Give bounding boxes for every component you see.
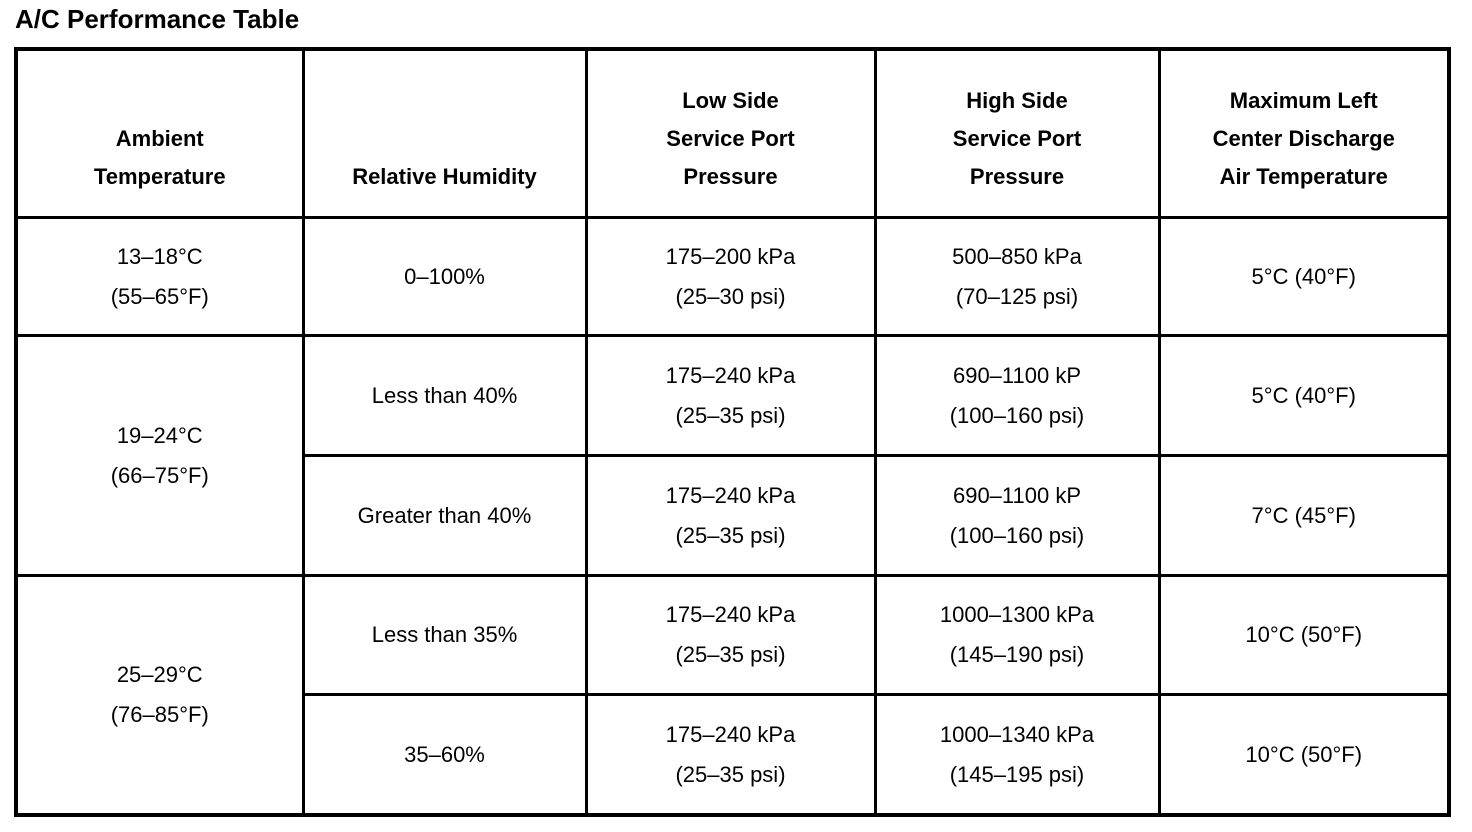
cell-line: 10°C (50°F) — [1245, 741, 1363, 767]
cell-line: 5°C (40°F) — [1251, 382, 1356, 408]
cell-low-side-pressure: 175–240 kPa (25–35 psi) — [584, 693, 877, 817]
cell-line: 175–240 kPa — [665, 602, 796, 627]
cell-line: (70–125 psi) — [955, 283, 1079, 309]
cell-line: 25–29°C — [116, 662, 203, 687]
cell-line: 0–100% — [404, 263, 485, 289]
cell-relative-humidity: Less than 35% — [301, 574, 588, 696]
header-line: Temperature — [93, 164, 226, 189]
cell-relative-humidity: 35–60% — [301, 693, 588, 817]
header-max-discharge-temperature: Maximum Left Center Discharge Air Temper… — [1157, 47, 1451, 219]
header-relative-humidity: Relative Humidity — [301, 47, 588, 219]
table-row: 25–29°C (76–85°F) Less than 35% 175–240 … — [14, 574, 1451, 817]
header-line: Low Side — [682, 88, 779, 113]
cell-line: 690–1100 kP — [952, 482, 1082, 508]
header-line: High Side — [966, 88, 1068, 113]
cell-line: (25–35 psi) — [675, 522, 786, 548]
cell-max-discharge-temperature: 10°C (50°F) — [1157, 693, 1451, 817]
header-line: Maximum Left — [1229, 88, 1378, 113]
cell-line: 500–850 kPa — [952, 243, 1082, 269]
cell-high-side-pressure: 690–1100 kP (100–160 psi) — [873, 454, 1161, 577]
cell-max-discharge-temperature: 5°C (40°F) — [1157, 334, 1451, 457]
cell-line: Less than 35% — [371, 622, 518, 647]
cell-line: (25–35 psi) — [675, 642, 786, 667]
cell-high-side-pressure: 1000–1340 kPa (145–195 psi) — [873, 693, 1161, 817]
header-line: Air Temperature — [1219, 164, 1388, 189]
cell-line: Less than 40% — [371, 382, 518, 408]
header-high-side-pressure: High Side Service Port Pressure — [873, 47, 1161, 219]
header-line: Service Port — [666, 126, 795, 151]
cell-relative-humidity: Greater than 40% — [301, 454, 588, 577]
cell-line: 10°C (50°F) — [1245, 622, 1363, 647]
cell-ambient-temperature: 25–29°C (76–85°F) — [14, 574, 305, 817]
cell-line: (76–85°F) — [110, 702, 209, 727]
cell-line: 690–1100 kP — [952, 362, 1082, 388]
table-row: 19–24°C (66–75°F) Less than 40% 175–240 … — [14, 334, 1451, 577]
cell-line: Greater than 40% — [357, 502, 532, 528]
cell-line: 35–60% — [404, 741, 485, 767]
cell-ambient-temperature: 19–24°C (66–75°F) — [14, 334, 305, 577]
cell-line: 1000–1340 kPa — [939, 721, 1095, 747]
cell-line: (25–35 psi) — [675, 402, 786, 428]
cell-high-side-pressure: 500–850 kPa (70–125 psi) — [873, 216, 1161, 337]
cell-line: 13–18°C — [116, 243, 203, 269]
cell-line: (100–160 psi) — [949, 522, 1085, 548]
cell-low-side-pressure: 175–240 kPa (25–35 psi) — [584, 454, 877, 577]
cell-line: 1000–1300 kPa — [939, 602, 1095, 627]
table-row: Greater than 40% 175–240 kPa (25–35 psi)… — [16, 454, 1451, 577]
cell-line: 5°C (40°F) — [1251, 263, 1356, 289]
cell-relative-humidity: 0–100% — [301, 216, 588, 337]
cell-low-side-pressure: 175–240 kPa (25–35 psi) — [584, 334, 877, 457]
cell-line: 19–24°C — [116, 422, 203, 448]
table-header: Ambient Temperature Relative Humidity Lo… — [14, 47, 1451, 219]
cell-max-discharge-temperature: 5°C (40°F) — [1157, 216, 1451, 337]
cell-high-side-pressure: 1000–1300 kPa (145–190 psi) — [873, 574, 1161, 696]
cell-line: (55–65°F) — [110, 283, 209, 309]
header-line: Pressure — [683, 164, 778, 189]
cell-high-side-pressure: 690–1100 kP (100–160 psi) — [873, 334, 1161, 457]
header-line: Pressure — [969, 164, 1065, 189]
table-row: 35–60% 175–240 kPa (25–35 psi) 1000–1340… — [16, 693, 1451, 817]
cell-line: 175–240 kPa — [665, 362, 796, 388]
table-row: 13–18°C (55–65°F) 0–100% 175–200 kPa (25… — [14, 216, 1451, 337]
cell-max-discharge-temperature: 7°C (45°F) — [1157, 454, 1451, 577]
header-line: Center Discharge — [1212, 126, 1395, 151]
cell-line: 175–240 kPa — [665, 721, 796, 747]
cell-line: 175–240 kPa — [665, 482, 796, 508]
header-line: Ambient — [115, 126, 204, 151]
cell-line: 7°C (45°F) — [1251, 502, 1356, 528]
cell-low-side-pressure: 175–240 kPa (25–35 psi) — [584, 574, 877, 696]
ac-performance-table: Ambient Temperature Relative Humidity Lo… — [14, 47, 1451, 817]
cell-line: (100–160 psi) — [949, 402, 1085, 428]
header-ambient-temperature: Ambient Temperature — [14, 47, 305, 219]
table-body: 13–18°C (55–65°F) 0–100% 175–200 kPa (25… — [14, 216, 1451, 817]
cell-relative-humidity: Less than 40% — [301, 334, 588, 457]
header-low-side-pressure: Low Side Service Port Pressure — [584, 47, 877, 219]
cell-line: 175–200 kPa — [665, 243, 796, 269]
header-line: Relative Humidity — [352, 164, 537, 189]
header-row: Ambient Temperature Relative Humidity Lo… — [14, 47, 1451, 219]
cell-line: (66–75°F) — [110, 462, 209, 488]
page-title: A/C Performance Table — [15, 4, 300, 34]
cell-line: (25–35 psi) — [675, 761, 786, 787]
cell-line: (145–195 psi) — [949, 761, 1085, 787]
cell-line: (145–190 psi) — [949, 642, 1085, 667]
cell-low-side-pressure: 175–200 kPa (25–30 psi) — [584, 216, 877, 337]
header-line: Service Port — [952, 126, 1082, 151]
cell-ambient-temperature: 13–18°C (55–65°F) — [14, 216, 305, 337]
cell-max-discharge-temperature: 10°C (50°F) — [1157, 574, 1451, 696]
cell-line: (25–30 psi) — [675, 283, 786, 309]
